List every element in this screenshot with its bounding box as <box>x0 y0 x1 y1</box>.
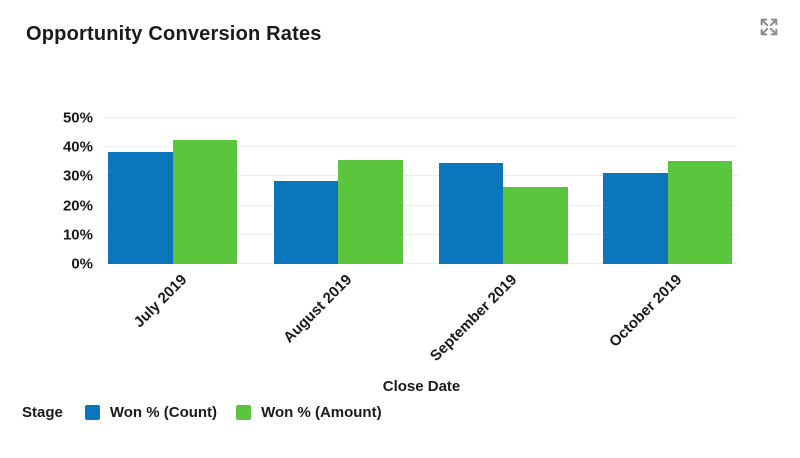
expand-button[interactable] <box>755 13 783 41</box>
bar-won-amount-october-2019[interactable] <box>667 160 732 264</box>
bar-won-amount-september-2019[interactable] <box>503 187 568 264</box>
bar-won-amount-july-2019[interactable] <box>172 139 237 264</box>
x-axis-title: Close Date <box>382 378 461 395</box>
bar-won-count-august-2019[interactable] <box>273 181 338 264</box>
x-axis-tick-label: October 2019 <box>605 271 685 351</box>
x-axis-tick-label: July 2019 <box>130 271 190 332</box>
bar-group-october-2019 <box>603 160 732 264</box>
y-axis-tick-label: 0% <box>71 255 93 273</box>
gridline <box>105 263 738 264</box>
expand-icon <box>760 18 778 36</box>
y-axis-tick-label: 50% <box>62 109 93 127</box>
bar-group-august-2019 <box>273 160 403 264</box>
legend-item-won-count[interactable]: Won % (Count) <box>84 404 218 421</box>
bar-won-count-september-2019[interactable] <box>438 162 503 264</box>
bar-won-amount-august-2019[interactable] <box>338 160 403 264</box>
legend: Stage Won % (Count) Won % (Amount) <box>22 404 401 421</box>
gridline <box>105 117 738 118</box>
legend-item-label: Won % (Amount) <box>261 404 382 421</box>
legend-swatch-won-count-icon <box>84 405 100 420</box>
y-axis-tick-label: 10% <box>62 226 93 244</box>
y-axis-tick-label: 40% <box>62 138 93 156</box>
bar-won-count-october-2019[interactable] <box>603 172 668 264</box>
y-axis-tick-label: 30% <box>62 167 93 185</box>
x-axis-tick-label: August 2019 <box>280 271 356 347</box>
legend-item-won-amount[interactable]: Won % (Amount) <box>236 404 382 421</box>
bar-group-september-2019 <box>438 162 568 264</box>
gridline <box>105 233 738 235</box>
bar-group-july-2019 <box>108 139 237 264</box>
legend-item-label: Won % (Count) <box>109 404 218 421</box>
plot-area: 0% 10% 20% 30% 40% 50% July 2019 August 2019 Sep… <box>63 111 738 365</box>
gridline <box>105 146 738 148</box>
gridline <box>105 204 738 206</box>
legend-title: Stage <box>22 404 63 421</box>
legend-swatch-won-amount-icon <box>236 405 252 420</box>
x-axis-tick-label: September 2019 <box>426 271 521 365</box>
y-axis-tick-label: 20% <box>62 197 93 215</box>
bar-won-count-july-2019[interactable] <box>108 151 173 264</box>
gridline <box>105 175 738 177</box>
page-title: Opportunity Conversion Rates <box>26 23 322 45</box>
